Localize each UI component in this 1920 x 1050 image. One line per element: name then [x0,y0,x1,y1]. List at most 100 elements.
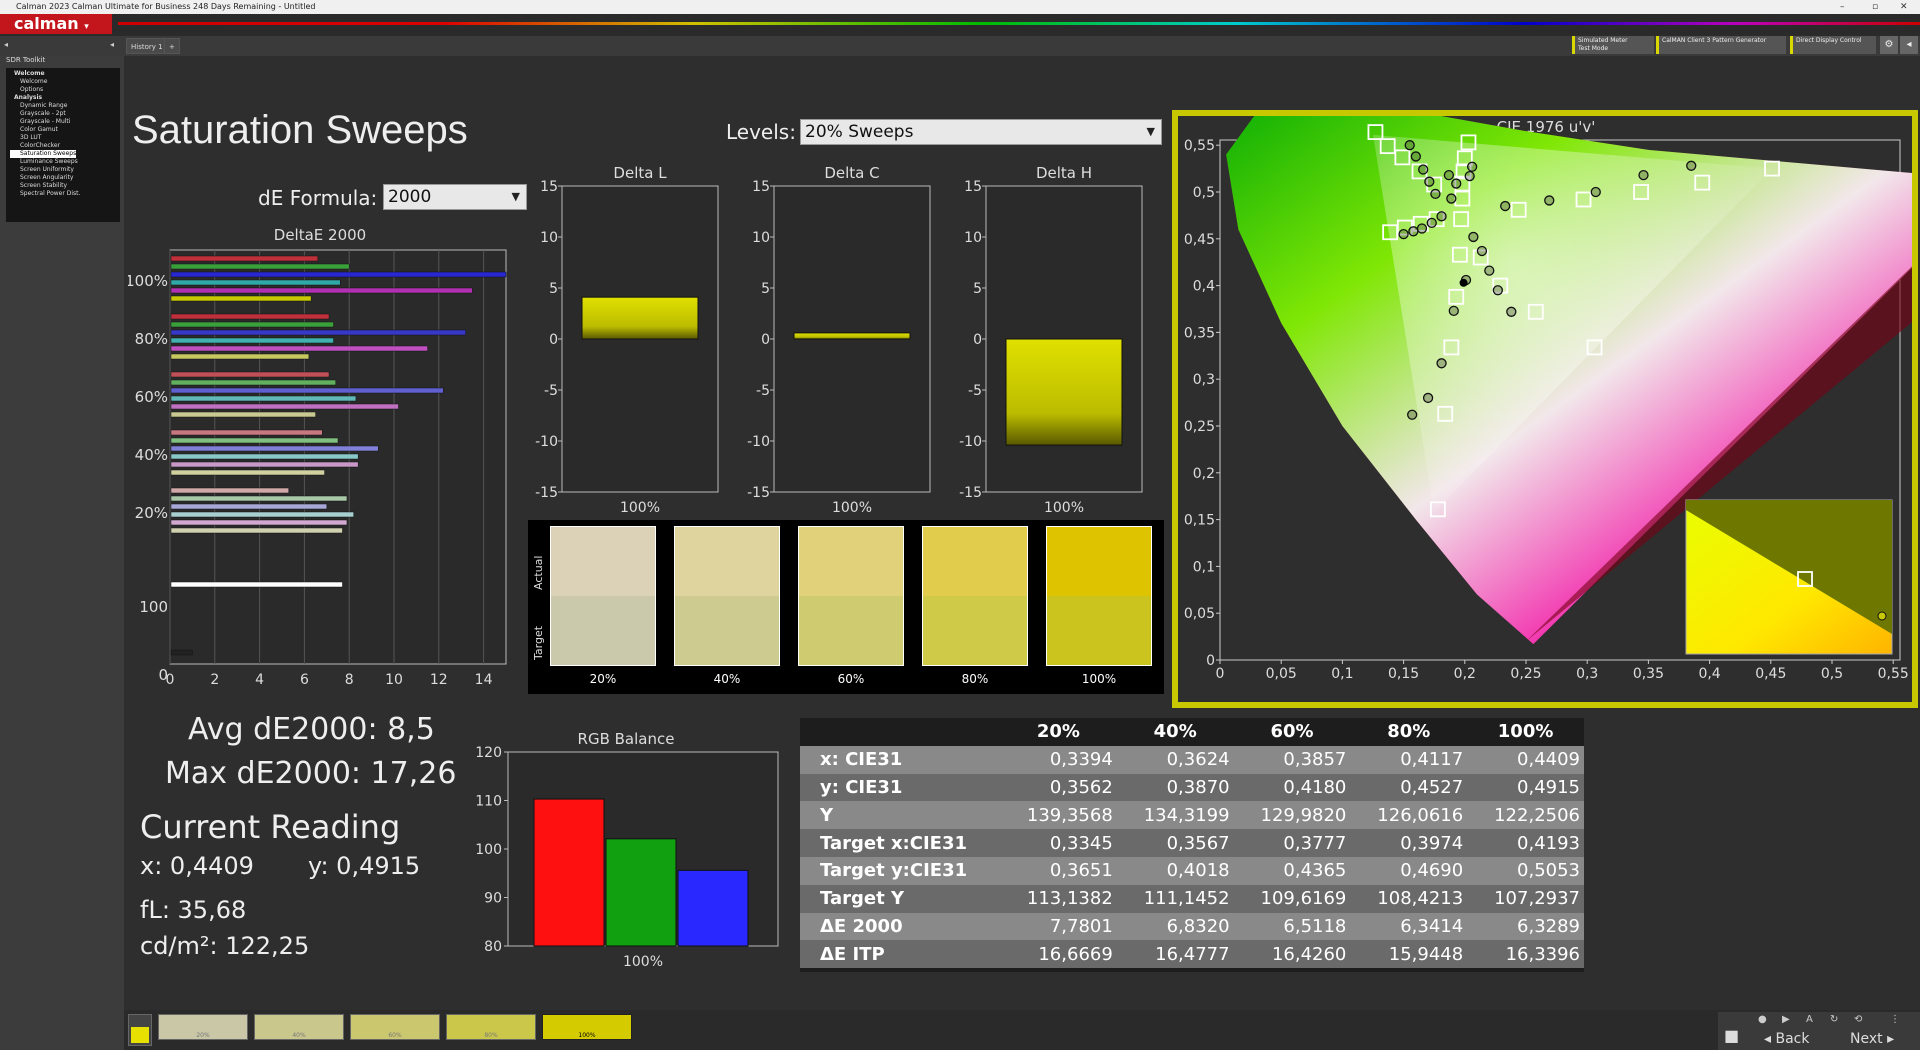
stop-icon[interactable]: ■ [1724,1026,1740,1045]
delta-l-y-tick: -15 [535,485,558,501]
swatch-level-label: 60% [837,672,865,686]
deltae-bar [170,445,379,452]
add-tab-icon[interactable]: + [164,38,180,54]
table-cell: 16,4260 [1271,943,1347,965]
table-cell: 139,3568 [1026,804,1113,826]
device-pattern-name: CalMAN Client 3 Pattern Generator [1662,37,1767,44]
table-cell: 16,6669 [1038,943,1113,965]
table-cell: 0,4915 [1517,776,1580,798]
deltae-bar [170,321,334,328]
sidebar-collapse-icon[interactable]: ◂ [110,40,115,49]
table-row-label: Y [820,804,834,826]
deltae-bar [170,387,444,394]
sidebar-item[interactable]: Welcome [14,70,45,77]
deltae-bar [170,453,359,460]
device-meter-name: Simulated Meter [1578,37,1628,44]
calman-logo[interactable]: calman ▾ [0,14,112,34]
sidebar-item[interactable]: Screen Uniformity [20,166,74,173]
sidebar-item[interactable]: 3D LUT [20,134,42,141]
delta-c-category: 100% [832,500,872,516]
sidebar-item[interactable]: Screen Stability [20,182,68,189]
cie-x-tick: 0,15 [1388,666,1419,682]
delta-h-category: 100% [1044,500,1084,516]
delta-h-title: Delta H [1036,164,1092,182]
de-formula-label: dE Formula: [258,186,378,210]
de-formula-value: 2000 [388,187,432,207]
more-icon[interactable]: ⋮ [1890,1014,1900,1025]
device-display-control[interactable]: Direct Display Control [1790,36,1876,54]
deltae-title: DeltaE 2000 [274,226,366,244]
current-color-swatch [131,1027,149,1043]
deltae-bar [170,503,328,510]
cie-measured-point [1686,160,1697,171]
table-cell: 7,7801 [1049,915,1113,937]
sidebar-toggle-icon[interactable]: ◂ [4,40,9,49]
sidebar-item[interactable]: Spectral Power Dist. [20,190,81,197]
pattern-thumbnail[interactable]: 40% [254,1014,344,1040]
de-formula-select[interactable]: 2000 ▼ [383,184,527,210]
cie-target-marker [1492,277,1509,294]
sidebar-item[interactable]: Analysis [14,94,43,101]
cie-target-marker [1510,201,1527,218]
cie-measured-point [1506,306,1517,317]
auto-icon[interactable]: A [1806,1014,1813,1025]
cie-measured-point [1590,186,1601,198]
loop-icon[interactable]: ↻ [1830,1014,1839,1025]
pattern-thumbnail[interactable]: 20% [158,1014,248,1040]
deltae-chart: DeltaE 2000 0 2 4 6 8 10 12 14 100% 80% 60% 40% 20% 10… [128,226,507,688]
transport-controls: ■ ● ▶ A ↻ ⟲ ⋮ [1718,1012,1920,1050]
device-pattern-generator[interactable]: CalMAN Client 3 Pattern Generator [1656,36,1786,54]
play-icon[interactable]: ▶ [1782,1014,1790,1025]
table-row: Y 139,3568 134,3199 129,9820 126,0616 122,250… [800,801,1584,830]
sidebar-item[interactable]: Luminance Sweeps [20,158,78,165]
chevron-down-icon: ▼ [511,190,520,203]
sidebar-item[interactable]: Dynamic Range [20,102,68,109]
cie-target-marker [1426,176,1443,193]
table-cell: 0,4117 [1400,749,1464,771]
sidebar-item[interactable]: Screen Angularity [20,174,74,181]
pattern-thumbnail[interactable]: 80% [446,1014,536,1040]
cie-target-marker [1694,174,1711,191]
deltae-bar [170,581,343,588]
settings-icon[interactable]: ⚙ [1880,36,1898,54]
sidebar-item[interactable]: Options [20,86,44,93]
sidebar-item[interactable]: Grayscale - 2pt [20,110,66,117]
pattern-thumbnail[interactable]: 60% [350,1014,440,1040]
table-cell: 126,0616 [1377,804,1464,826]
device-meter[interactable]: Simulated Meter Test Mode [1572,36,1654,54]
tab-history[interactable]: History 1 [126,38,168,54]
back-button[interactable]: ◂ Back [1764,1030,1809,1048]
avg-de: Avg dE2000: 8,5 [188,712,435,747]
deltae-bar [170,411,316,418]
cie-measured-point [1407,409,1418,420]
reset-icon[interactable]: ⟲ [1854,1014,1863,1025]
table-cell: 0,3345 [1049,832,1113,854]
rgb-y-tick: 120 [475,745,502,761]
color-swatch-panel: Actual Target 20% 40% 60% 80% 100% [528,520,1164,694]
cie-measured-point [1492,285,1503,296]
sidebar-item[interactable]: Color Gamut [20,126,58,133]
levels-select[interactable]: 20% Sweeps ▼ [800,119,1162,145]
sidebar-item[interactable]: Grayscale - Multi [20,118,71,125]
chevron-down-icon: ▼ [1146,125,1155,138]
delta-l-category: 100% [620,500,660,516]
deltae-bar [170,313,330,320]
minimize-icon[interactable]: – [1840,2,1845,12]
next-button[interactable]: Next ▸ [1850,1030,1894,1048]
cie-measured-point [1500,200,1511,212]
pattern-thumbnail-label: 60% [388,1032,402,1039]
table-cell: 134,3199 [1143,804,1230,826]
record-icon[interactable]: ● [1758,1014,1767,1025]
table-row-label: x: CIE31 [820,749,903,771]
sidebar-item[interactable]: Saturation Sweeps [10,150,77,158]
table-cell: 108,4213 [1377,888,1464,910]
restore-icon[interactable]: ▫ [1872,2,1879,12]
panel-toggle-icon[interactable]: ◂ [1900,36,1918,54]
sidebar-item[interactable]: Welcome [20,78,48,85]
pattern-thumbnail-label: 80% [484,1032,498,1039]
pattern-thumbnail[interactable]: 100% [542,1014,632,1040]
close-icon[interactable]: ✕ [1900,2,1908,12]
deltae-bar [170,329,466,336]
sidebar-item[interactable]: ColorChecker [20,142,61,149]
rgb-category: 100% [623,954,663,970]
